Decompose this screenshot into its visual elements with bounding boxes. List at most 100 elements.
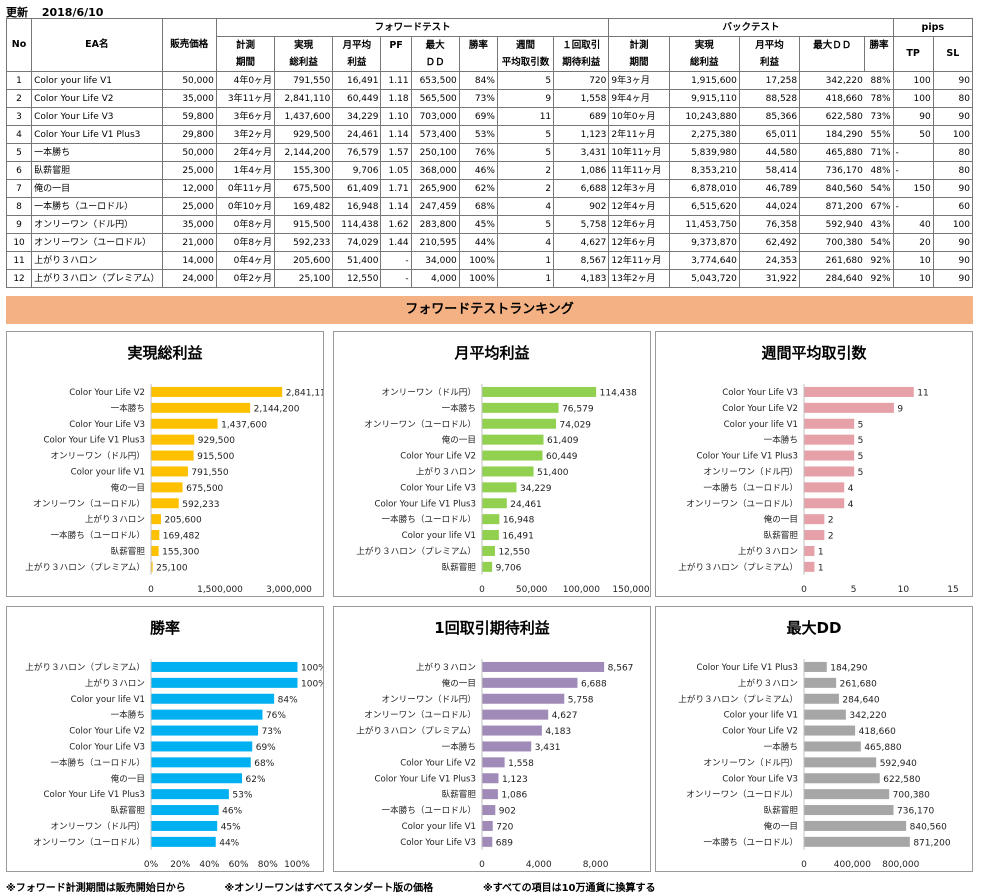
bt-col-head: 勝率 (864, 36, 894, 54)
cell-expected: 720 (553, 71, 610, 90)
bar (482, 498, 507, 509)
category-label: Color your life V1 (724, 420, 798, 430)
cell-name: Color Your Life V2 (31, 89, 163, 108)
category-label: 臥薪嘗胆 (764, 804, 799, 816)
cell-bt-profit: 2,275,380 (668, 125, 740, 144)
chart-title: 最大DD (786, 619, 842, 637)
bt-col-head-2 (864, 54, 894, 72)
cell-bt-monthly: 24,353 (738, 251, 801, 270)
cell-bt-win: 92% (864, 251, 894, 270)
data-label: 1 (818, 547, 824, 557)
cell-expected: 902 (553, 197, 610, 216)
pips-col-head: TP (892, 36, 934, 72)
data-label: 114,438 (600, 388, 637, 398)
cell-bt-monthly: 85,366 (738, 107, 801, 126)
cell-price: 14,000 (161, 251, 217, 270)
bar (804, 757, 877, 768)
bar (151, 530, 160, 541)
cell-fw-monthly: 51,400 (332, 251, 382, 270)
bar (804, 466, 855, 477)
footnote: ※フォワード計測期間は販売開始日から (6, 883, 186, 894)
cell-fw-dd: 565,500 (410, 89, 460, 108)
cell-fw-monthly: 114,438 (332, 215, 382, 234)
x-tick-label: 1,500,000 (197, 585, 243, 595)
bar-chart: オンリーワン（ドル円） 114,438 一本勝ち 76,579 オンリーワン（ユーロドル… (356, 384, 650, 595)
category-label: 一本勝ち（ユーロドル） (50, 756, 145, 768)
col-no: No (5, 18, 33, 72)
category-label: Color Your Life V1 Plus3 (374, 774, 476, 784)
cell-bt-monthly: 62,492 (738, 233, 801, 252)
category-label: オンリーワン（ドル円） (50, 821, 145, 832)
bt-col-head: 計測 (608, 36, 670, 54)
fw-col-head: 勝率 (458, 36, 498, 54)
category-label: 臥薪嘗胆 (111, 545, 146, 557)
category-label: オンリーワン（ユーロドル） (364, 710, 476, 721)
cell-bt-monthly: 76,358 (738, 215, 801, 234)
ranking-banner: フォワードテストランキング (6, 296, 973, 324)
cell-bt-profit: 6,515,620 (668, 197, 740, 216)
bar (804, 498, 845, 509)
cell-fw-win: 73% (458, 89, 498, 108)
cell-bt-dd: 700,380 (799, 233, 865, 252)
cell-fw-profit: 929,500 (274, 125, 334, 144)
data-label: 261,680 (840, 679, 877, 689)
cell-no: 2 (5, 89, 33, 108)
bar (482, 693, 565, 704)
data-label: 418,660 (859, 727, 896, 737)
cell-fw-dd: 265,900 (410, 179, 460, 198)
bar (482, 482, 517, 493)
bar (151, 725, 259, 736)
cell-sl: 100 (932, 125, 974, 144)
bt-col-head-2: 期間 (608, 54, 670, 72)
cell-fw-profit: 25,100 (274, 269, 334, 288)
cell-bt-period: 11年11ヶ月 (608, 161, 670, 180)
category-label: 俺の一目 (764, 513, 798, 525)
data-label: 74,029 (560, 420, 592, 430)
category-label: Color your life V1 (71, 467, 145, 477)
cell-expected: 5,758 (553, 215, 610, 234)
cell-weekly: 11 (496, 107, 555, 126)
category-label: 俺の一目 (111, 772, 145, 784)
category-label: 一本勝ち (111, 402, 145, 414)
category-label: 一本勝ち (442, 740, 476, 752)
cell-price: 50,000 (161, 143, 217, 162)
cell-bt-dd: 184,290 (799, 125, 865, 144)
col-name: EA名 (31, 18, 163, 72)
cell-name: Color Your Life V3 (31, 107, 163, 126)
cell-no: 5 (5, 143, 33, 162)
header-row-2: 期間 総利益 利益 ＤＤ 平均取引数 期待利益 期間 総利益 利益 (7, 54, 973, 72)
bar (151, 434, 195, 445)
cell-fw-monthly: 24,461 (332, 125, 382, 144)
bar (482, 466, 534, 477)
category-label: Color Your Life V3 (69, 420, 145, 430)
cell-fw-period: 0年4ヶ月 (215, 251, 276, 270)
category-label: Color Your Life V1 Plus3 (696, 663, 798, 673)
cell-bt-win: 43% (864, 215, 894, 234)
cell-weekly: 5 (496, 143, 555, 162)
cell-price: 50,000 (161, 71, 217, 90)
data-label: 4 (848, 500, 854, 510)
bt-col-head: 実現 (668, 36, 740, 54)
bar (151, 450, 194, 461)
cell-fw-period: 2年4ヶ月 (215, 143, 276, 162)
x-tick-label: 100% (284, 860, 310, 870)
category-label: 上がり３ハロン (416, 465, 476, 477)
fw-col-head-2 (380, 54, 412, 72)
cell-fw-profit: 915,500 (274, 215, 334, 234)
bar (482, 789, 498, 800)
cell-expected: 6,688 (553, 179, 610, 198)
cell-sl: 60 (932, 197, 974, 216)
bar (151, 709, 263, 720)
cell-weekly: 1 (496, 251, 555, 270)
data-label: 155,300 (162, 547, 199, 557)
category-label: 上がり３ハロン (85, 677, 145, 689)
cell-fw-period: 0年8ヶ月 (215, 233, 276, 252)
footnote: ※すべての項目は10万通貨に換算する (482, 883, 656, 894)
x-tick-label: 150,000 (612, 585, 649, 595)
cell-bt-win: 88% (864, 71, 894, 90)
x-tick-label: 800,000 (882, 860, 919, 870)
bar (151, 545, 159, 556)
cell-bt-win: 67% (864, 197, 894, 216)
bar (804, 725, 856, 736)
data-label: 2 (828, 516, 834, 526)
